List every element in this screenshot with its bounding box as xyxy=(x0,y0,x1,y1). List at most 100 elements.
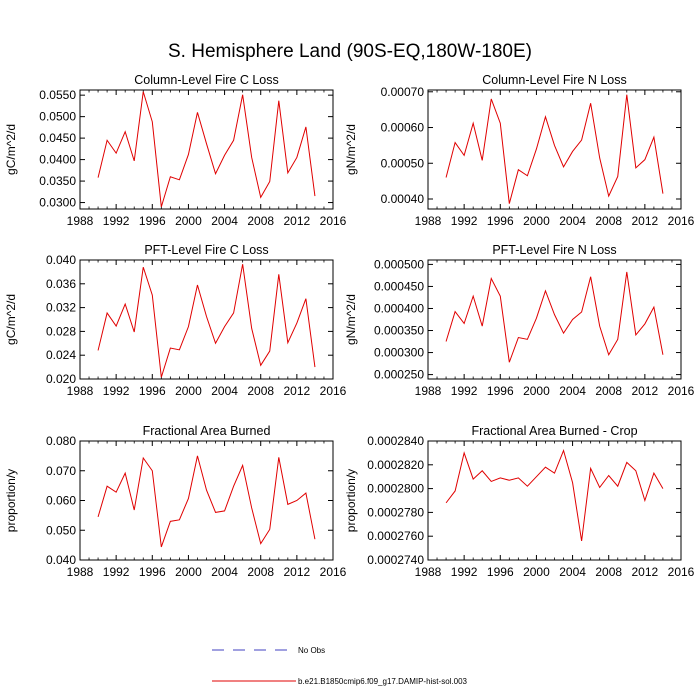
x-tick-label: 2016 xyxy=(668,565,695,579)
x-tick-label: 2004 xyxy=(211,384,238,398)
x-tick-label: 1988 xyxy=(67,384,94,398)
panels: Column-Level Fire C Loss 1988 1992 1996 2000… xyxy=(4,73,695,579)
y-tick-label: 0.036 xyxy=(46,277,76,291)
x-tick-label: 1988 xyxy=(415,384,442,398)
x-tick-label: 2000 xyxy=(523,214,550,228)
x-tick-label: 2012 xyxy=(284,384,311,398)
x-tick-label: 2012 xyxy=(284,214,311,228)
panel-5: Fractional Area Burned 1988 1992 1996 2000 20… xyxy=(4,424,347,579)
x-tick-label: 2004 xyxy=(559,565,586,579)
y-axis-label: gC/m^2/d xyxy=(4,124,18,175)
panel-4: PFT-Level Fire N Loss 1988 1992 1996 2000 200… xyxy=(344,243,695,398)
x-tick-label: 2004 xyxy=(211,214,238,228)
y-tick-label: 0.020 xyxy=(46,372,76,386)
x-tick-label: 2008 xyxy=(247,214,274,228)
x-tick-label: 2000 xyxy=(523,565,550,579)
y-tick-label: 0.024 xyxy=(46,348,76,362)
x-tick-label: 1988 xyxy=(67,214,94,228)
y-tick-label: 0.000400 xyxy=(374,301,424,315)
series-line xyxy=(97,91,316,207)
y-tick-label: 0.0450 xyxy=(39,131,76,145)
legend: No Obs b.e21.B1850cmip6.f09_g17.DAMIP-hi… xyxy=(212,646,468,686)
figure-title: S. Hemisphere Land (90S-EQ,180W-180E) xyxy=(168,41,532,62)
x-tick-label: 1988 xyxy=(415,214,442,228)
plot-frame xyxy=(79,440,334,561)
x-tick-label: 2008 xyxy=(595,565,622,579)
panel-title: PFT-Level Fire C Loss xyxy=(144,243,268,257)
x-tick-label: 1992 xyxy=(451,384,478,398)
x-tick-label: 2004 xyxy=(559,384,586,398)
y-tick-label: 0.032 xyxy=(46,301,76,315)
x-tick-label: 1992 xyxy=(451,565,478,579)
y-axis-label: gN/m^2/d xyxy=(344,294,358,345)
y-tick-label: 0.000450 xyxy=(374,279,424,293)
y-tick-label: 0.050 xyxy=(46,523,76,537)
y-axis-label: proportion/y xyxy=(4,469,18,532)
x-tick-label: 2012 xyxy=(632,214,659,228)
x-tick-label: 2008 xyxy=(247,565,274,579)
x-tick-label: 1996 xyxy=(487,384,514,398)
panel-3: PFT-Level Fire C Loss 1988 1992 1996 2000 200… xyxy=(4,243,347,398)
panel-title: Column-Level Fire C Loss xyxy=(134,73,279,87)
x-tick-label: 1996 xyxy=(487,565,514,579)
panel-title: Column-Level Fire N Loss xyxy=(482,73,627,87)
x-tick-label: 1992 xyxy=(451,214,478,228)
y-tick-label: 0.00040 xyxy=(381,192,425,206)
series-line xyxy=(445,448,664,542)
series-line xyxy=(97,455,316,548)
panel-title: PFT-Level Fire N Loss xyxy=(492,243,616,257)
y-tick-label: 0.00070 xyxy=(381,85,425,99)
panel-6: Fractional Area Burned - Crop 1988 1992 199… xyxy=(344,424,695,579)
x-tick-label: 1992 xyxy=(103,384,130,398)
legend-label-no-obs: No Obs xyxy=(298,646,325,655)
y-tick-label: 0.0002800 xyxy=(367,482,424,496)
y-tick-label: 0.070 xyxy=(46,464,76,478)
x-tick-label: 1988 xyxy=(67,565,94,579)
series-line xyxy=(445,94,664,204)
x-tick-label: 2012 xyxy=(632,384,659,398)
y-tick-label: 0.0550 xyxy=(39,88,76,102)
y-tick-label: 0.0002740 xyxy=(367,553,424,567)
y-tick-label: 0.0002780 xyxy=(367,505,424,519)
y-tick-label: 0.0002840 xyxy=(367,434,424,448)
x-tick-label: 1996 xyxy=(139,565,166,579)
x-tick-label: 2000 xyxy=(523,384,550,398)
y-tick-label: 0.00060 xyxy=(381,121,425,135)
x-tick-label: 1992 xyxy=(103,565,130,579)
panel-1: Column-Level Fire C Loss 1988 1992 1996 2000… xyxy=(4,73,347,228)
x-tick-label: 2016 xyxy=(320,565,347,579)
x-tick-label: 2000 xyxy=(175,214,202,228)
x-tick-label: 1992 xyxy=(103,214,130,228)
x-tick-label: 2012 xyxy=(632,565,659,579)
x-tick-label: 2008 xyxy=(595,384,622,398)
y-axis-label: proportion/y xyxy=(344,469,358,532)
y-tick-label: 0.060 xyxy=(46,494,76,508)
x-tick-label: 2012 xyxy=(284,565,311,579)
x-tick-label: 2016 xyxy=(668,214,695,228)
y-tick-label: 0.0350 xyxy=(39,174,76,188)
y-tick-label: 0.000500 xyxy=(374,257,424,271)
x-tick-label: 2008 xyxy=(247,384,274,398)
x-tick-label: 1996 xyxy=(139,214,166,228)
x-tick-label: 1988 xyxy=(415,565,442,579)
y-tick-label: 0.0002760 xyxy=(367,529,424,543)
x-tick-label: 1996 xyxy=(487,214,514,228)
y-tick-label: 0.00050 xyxy=(381,156,425,170)
y-axis-label: gC/m^2/d xyxy=(4,294,18,345)
x-tick-label: 2016 xyxy=(320,384,347,398)
y-tick-label: 0.0002820 xyxy=(367,458,424,472)
y-tick-label: 0.040 xyxy=(46,253,76,267)
y-tick-label: 0.028 xyxy=(46,324,76,338)
panel-title: Fractional Area Burned - Crop xyxy=(471,424,637,438)
y-tick-label: 0.000300 xyxy=(374,346,424,360)
y-tick-label: 0.0500 xyxy=(39,110,76,124)
x-tick-label: 2016 xyxy=(668,384,695,398)
x-tick-label: 1996 xyxy=(139,384,166,398)
x-tick-label: 2000 xyxy=(175,565,202,579)
y-tick-label: 0.0300 xyxy=(39,196,76,210)
x-tick-label: 2004 xyxy=(559,214,586,228)
y-tick-label: 0.040 xyxy=(46,553,76,567)
x-tick-label: 2000 xyxy=(175,384,202,398)
y-tick-label: 0.0400 xyxy=(39,153,76,167)
